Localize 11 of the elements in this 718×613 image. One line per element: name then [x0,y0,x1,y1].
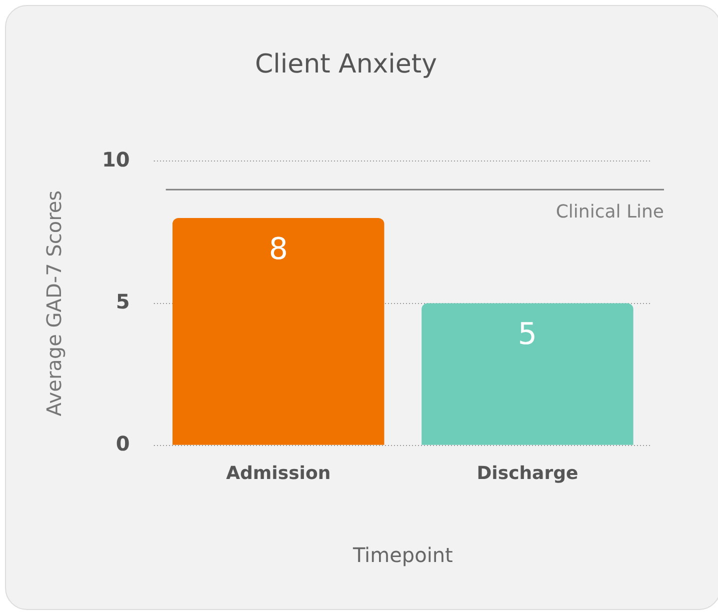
x-tick-label: Admission [226,462,331,484]
data-label: 5 [518,317,538,352]
ref-line-label: Clinical Line [556,201,664,222]
chart-title: Client Anxiety [255,49,437,80]
x-axis-title: Timepoint [352,543,454,568]
y-tick-label: 10 [102,147,130,172]
y-axis-title: Average GAD-7 Scores [42,190,66,416]
data-label: 8 [268,232,288,267]
y-tick-label: 5 [116,290,130,314]
x-tick-label: Discharge [476,462,578,484]
y-tick-label: 0 [116,432,130,456]
